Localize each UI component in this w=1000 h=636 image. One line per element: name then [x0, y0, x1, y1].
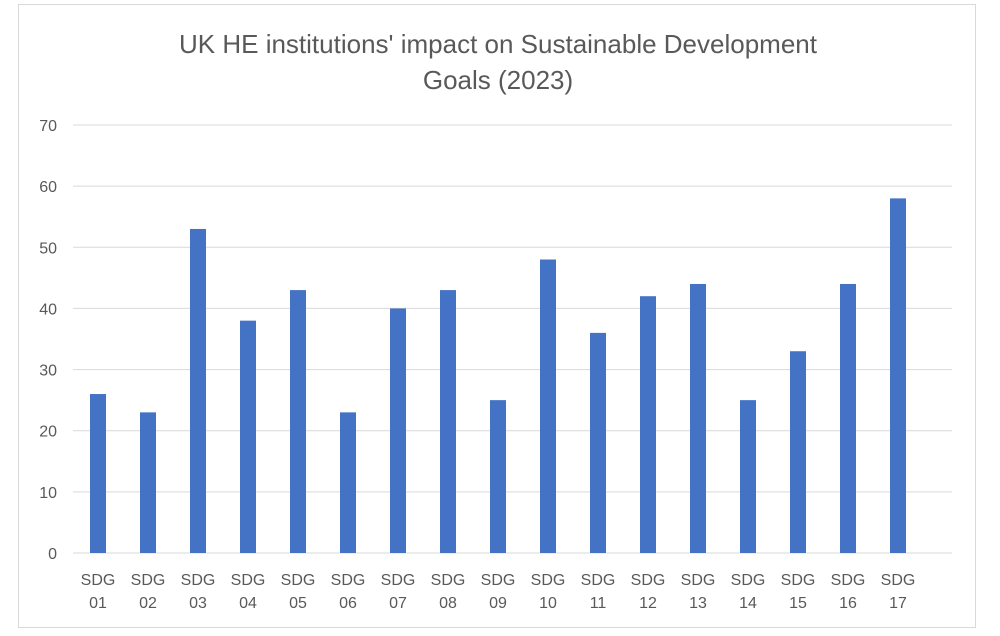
- x-tick-label-line: 11: [590, 595, 607, 612]
- x-tick-label-line: 08: [439, 595, 457, 612]
- x-tick-label-line: 14: [739, 595, 757, 612]
- x-tick-label-line: SDG: [331, 572, 366, 589]
- x-tick-label-sdg-09: SDG 09: [481, 572, 516, 612]
- bar-sdg-05: [290, 290, 306, 553]
- y-axis-tick-labels: 0 10 20 30 40 50 60 70: [39, 118, 57, 563]
- bar-sdg-02: [140, 412, 156, 553]
- x-tick-label-line: 04: [239, 595, 257, 612]
- x-tick-label-line: SDG: [881, 572, 916, 589]
- x-tick-label-line: 09: [489, 595, 507, 612]
- bar-sdg-15: [790, 351, 806, 553]
- bar-sdg-10: [540, 259, 556, 553]
- x-tick-label-line: 12: [639, 595, 657, 612]
- x-tick-label-line: SDG: [131, 572, 166, 589]
- bar-sdg-11: [590, 332, 606, 553]
- bar-sdg-09: [490, 400, 506, 553]
- x-tick-label-line: SDG: [381, 572, 416, 589]
- x-tick-label-line: 03: [189, 595, 207, 612]
- bar-sdg-12: [640, 296, 656, 553]
- bar-sdg-06: [340, 412, 356, 553]
- x-tick-label-sdg-15: SDG 15: [781, 572, 816, 612]
- x-tick-label-line: 07: [389, 595, 407, 612]
- x-tick-label-line: 17: [889, 595, 907, 612]
- x-tick-label-sdg-10: SDG 10: [531, 572, 566, 612]
- bar-sdg-01: [90, 394, 106, 553]
- x-tick-label-sdg-13: SDG 13: [681, 572, 716, 612]
- chart-title: UK HE institutions' impact on Sustainabl…: [179, 29, 818, 95]
- bar-sdg-17: [890, 198, 906, 553]
- x-tick-label-line: SDG: [581, 572, 616, 589]
- x-tick-label-line: 05: [289, 595, 307, 612]
- y-tick-label-20: 20: [39, 424, 57, 441]
- x-tick-label-line: SDG: [631, 572, 666, 589]
- x-tick-label-line: 10: [539, 595, 557, 612]
- x-tick-label-line: SDG: [831, 572, 866, 589]
- x-tick-label-line: SDG: [731, 572, 766, 589]
- y-tick-label-50: 50: [39, 240, 57, 257]
- bar-sdg-04: [240, 320, 256, 553]
- x-tick-label-sdg-02: SDG 02: [131, 572, 166, 612]
- x-tick-label-line: SDG: [481, 572, 516, 589]
- chart-title-line-1: UK HE institutions' impact on Sustainabl…: [179, 29, 818, 59]
- bar-sdg-13: [690, 283, 706, 553]
- x-tick-label-sdg-01: SDG 01: [81, 572, 116, 612]
- x-tick-label-sdg-12: SDG 12: [631, 572, 666, 612]
- x-axis-tick-labels: SDG 01 SDG 02 SDG 03 SDG 04 SDG 05 SDG 06 SDG 07 SDG 08…: [81, 572, 916, 612]
- x-tick-label-line: 06: [339, 595, 357, 612]
- bars: [90, 198, 906, 553]
- y-tick-label-10: 10: [39, 485, 57, 502]
- bar-sdg-08: [440, 290, 456, 553]
- x-tick-label-line: 02: [139, 595, 157, 612]
- x-tick-label-sdg-06: SDG 06: [331, 572, 366, 612]
- x-tick-label-sdg-14: SDG 14: [731, 572, 766, 612]
- y-tick-label-60: 60: [39, 179, 57, 196]
- x-tick-label-line: SDG: [181, 572, 216, 589]
- x-tick-label-sdg-08: SDG 08: [431, 572, 466, 612]
- bar-sdg-14: [740, 400, 756, 553]
- x-tick-label-line: SDG: [281, 572, 316, 589]
- y-tick-label-30: 30: [39, 363, 57, 380]
- x-tick-label-sdg-07: SDG 07: [381, 572, 416, 612]
- x-tick-label-sdg-11: SDG 11: [581, 572, 616, 612]
- x-tick-label-sdg-16: SDG 16: [831, 572, 866, 612]
- bar-sdg-16: [840, 283, 856, 553]
- x-tick-label-line: SDG: [431, 572, 466, 589]
- x-tick-label-line: 13: [689, 595, 707, 612]
- x-tick-label-sdg-04: SDG 04: [231, 572, 266, 612]
- x-tick-label-line: SDG: [81, 572, 116, 589]
- bar-sdg-07: [390, 308, 406, 553]
- chart-title-line-2: Goals (2023): [423, 65, 573, 95]
- x-tick-label-line: SDG: [781, 572, 816, 589]
- x-tick-label-sdg-03: SDG 03: [181, 572, 216, 612]
- x-tick-label-line: SDG: [231, 572, 266, 589]
- y-tick-label-40: 40: [39, 301, 57, 318]
- x-tick-label-line: 16: [839, 595, 857, 612]
- x-tick-label-line: SDG: [531, 572, 566, 589]
- bar-sdg-03: [190, 228, 206, 553]
- y-tick-label-70: 70: [39, 118, 57, 135]
- x-tick-label-line: SDG: [681, 572, 716, 589]
- y-tick-label-0: 0: [48, 546, 57, 563]
- x-tick-label-line: 15: [789, 595, 807, 612]
- x-tick-label-line: 01: [89, 595, 107, 612]
- x-tick-label-sdg-05: SDG 05: [281, 572, 316, 612]
- x-tick-label-sdg-17: SDG 17: [881, 572, 916, 612]
